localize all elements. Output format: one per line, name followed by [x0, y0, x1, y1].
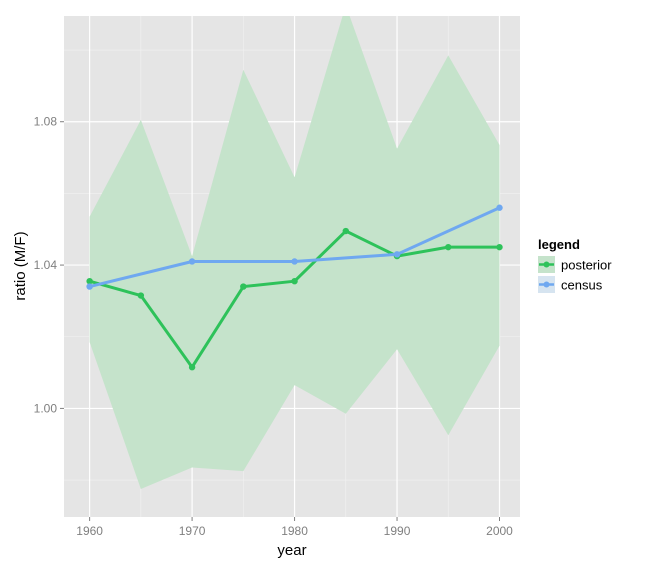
point-census-1980: [291, 258, 298, 265]
legend-point-posterior: [543, 261, 550, 268]
point-posterior-1975: [240, 283, 247, 290]
y-tick-label-1.04: 1.04: [34, 258, 58, 272]
legend-label-census: census: [561, 278, 603, 293]
legend-point-census: [543, 281, 550, 288]
y-axis-ticks: 1.00 1.04 1.08: [34, 115, 64, 415]
y-tick-label-1.08: 1.08: [34, 115, 58, 129]
point-census-1970: [188, 258, 196, 265]
x-tick-label-1990: 1990: [384, 524, 411, 538]
x-tick-label-1960: 1960: [76, 524, 103, 538]
legend-label-posterior: posterior: [561, 258, 612, 273]
legend: legend posterior census: [538, 237, 612, 293]
point-posterior-1965: [137, 292, 145, 299]
x-axis-ticks: 1960 1970 1980 1990 2000: [76, 517, 513, 538]
series-points: [86, 204, 503, 371]
x-tick-label-1980: 1980: [281, 524, 308, 538]
y-axis-title: ratio (M/F): [12, 231, 29, 300]
ribbon-area-posterior: [89, 16, 500, 490]
legend-item-posterior: posterior: [538, 256, 612, 273]
point-census-1960: [86, 283, 93, 290]
point-posterior-1970: [188, 364, 196, 371]
legend-item-census: census: [538, 276, 603, 293]
point-posterior-1980: [291, 277, 298, 285]
point-posterior-1995: [445, 243, 452, 251]
point-posterior-1985: [342, 227, 349, 235]
x-tick-label-1970: 1970: [179, 524, 206, 538]
x-axis-title: year: [277, 542, 306, 559]
point-census-2000: [496, 204, 503, 211]
point-posterior-1960: [86, 277, 93, 285]
credible-interval-ribbon: [89, 16, 500, 490]
point-census-1990: [393, 251, 401, 258]
x-tick-label-2000: 2000: [486, 524, 513, 538]
point-posterior-2000: [496, 243, 503, 251]
y-tick-label-1.00: 1.00: [34, 401, 58, 415]
legend-title: legend: [538, 237, 580, 252]
